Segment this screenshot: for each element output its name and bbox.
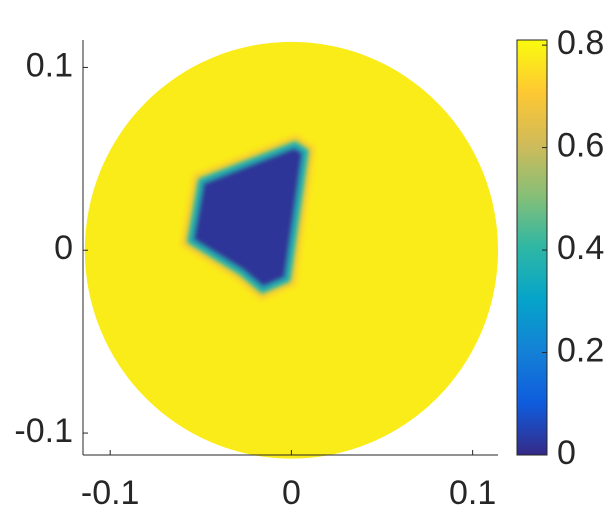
x-tick-label: 0 [282, 474, 301, 512]
y-tick-label: -0.1 [14, 412, 73, 450]
colorbar-tick-label: 0.6 [557, 127, 604, 165]
y-tick-label: 0.1 [26, 46, 73, 84]
colorbar-tick-label: 0.8 [557, 24, 604, 62]
y-tick-label: 0 [54, 229, 73, 267]
inclusion-region [186, 141, 309, 294]
colorbar-tick-label: 0.4 [557, 229, 604, 267]
colorbar-tick-label: 0 [557, 434, 576, 472]
colorbar-tick-label: 0.2 [557, 332, 604, 370]
x-tick-label: -0.1 [81, 474, 140, 512]
colorbar [516, 39, 548, 456]
x-tick-label: 0.1 [449, 474, 496, 512]
